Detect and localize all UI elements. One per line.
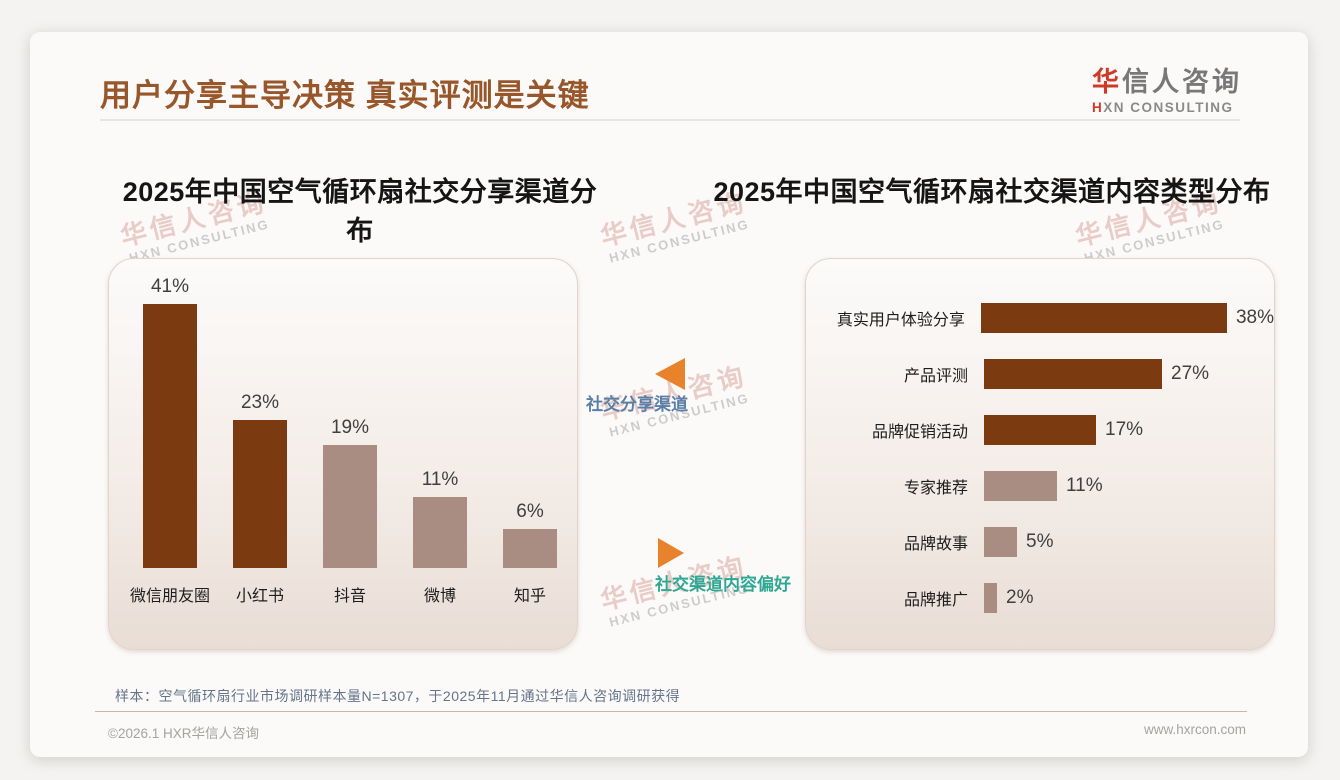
horizontal-bar-chart: 真实用户体验分享 38% 产品评测 27% 品牌促销活动 17% 专家推荐 11% 品牌故事 5%… [806,303,1274,639]
bar [503,529,557,568]
bar-row: 产品评测 27% [806,359,1274,389]
left-chart-title: 2025年中国空气循环扇社交分享渠道分布 [122,177,598,246]
bar-category-label: 知乎 [513,588,546,605]
bar-category-label: 抖音 [333,588,366,605]
bar-column: 23% 小红书 [215,259,305,611]
sample-note: 样本：空气循环扇行业市场调研样本量N=1307，于2025年11月通过华信人咨询… [115,688,681,704]
bar-value-label: 19% [330,417,370,438]
bar-category-label: 真实用户体验分享 [836,312,965,329]
bar-value-label: 17% [1105,419,1144,440]
bar-category-label: 品牌故事 [903,536,968,553]
bar [984,359,1162,389]
bar-category-label: 品牌推广 [903,592,968,609]
arrow-right-icon [658,538,684,568]
bar-value-label: 11% [1066,475,1103,496]
bar-column: 6% 知乎 [485,259,575,611]
footer-divider [95,711,1247,712]
bar-value-label: 23% [240,392,280,413]
bar [233,420,287,568]
bar-value-label: 27% [1171,363,1210,384]
bar-row: 真实用户体验分享 38% [806,303,1274,333]
content-preference-label: 社交渠道内容偏好 [655,575,791,594]
bar-row: 专家推荐 11% [806,471,1274,501]
bar-category-label: 微博 [423,588,456,605]
bar-category-label: 小红书 [235,588,284,605]
bar-column: 19% 抖音 [305,259,395,611]
bar-value-label: 11% [421,469,459,490]
bar-column: 41% 微信朋友圈 [125,259,215,611]
right-chart-panel: 真实用户体验分享 38% 产品评测 27% 品牌促销活动 17% 专家推荐 11% 品牌故事 5%… [805,258,1275,650]
bar [984,583,997,613]
bar [984,471,1057,501]
website-url: www.hxrcon.com [1143,722,1246,737]
page-title: 用户分享主导决策 真实评测是关键 [100,78,590,113]
bar-value-label: 41% [150,276,190,297]
bar-row: 品牌推广 2% [806,583,1274,613]
bar-value-label: 5% [1026,531,1054,552]
bar-row: 品牌促销活动 17% [806,415,1274,445]
bar [984,415,1096,445]
bar [980,303,1227,333]
logo-chinese-name: 华信人咨询 [1092,67,1242,97]
right-chart-title: 2025年中国空气循环扇社交渠道内容类型分布 [713,177,1271,207]
bar-category-label: 产品评测 [903,368,968,385]
bar-row: 品牌故事 5% [806,527,1274,557]
title-divider [100,119,1240,121]
logo-english-name: HXN CONSULTING [1092,100,1234,115]
company-logo: 华信人咨询 HXN CONSULTING [1092,60,1242,115]
share-channel-label: 社交分享渠道 [586,395,688,414]
copyright-text: ©2026.1 HXR华信人咨询 [108,726,259,741]
bar [413,497,467,568]
bar-category-label: 微信朋友圈 [129,588,210,605]
bar-category-label: 品牌促销活动 [871,424,968,441]
arrow-left-icon [655,358,685,390]
vertical-bar-chart: 41% 微信朋友圈 23% 小红书 19% 抖音 11% 微博 6% 知乎 [125,259,575,611]
bar-category-label: 专家推荐 [903,480,968,497]
bar [323,445,377,568]
left-chart-panel: 41% 微信朋友圈 23% 小红书 19% 抖音 11% 微博 6% 知乎 [108,258,578,650]
bar-value-label: 2% [1006,587,1034,608]
bar [143,304,197,568]
bar [984,527,1017,557]
bar-value-label: 38% [1235,307,1274,328]
bar-value-label: 6% [516,501,544,522]
slide-card: 华信人咨询 HXN CONSULTING 华信人咨询 HXN CONSULTING 华信… [30,32,1308,757]
bar-column: 11% 微博 [395,259,485,611]
watermark-english: HXN CONSULTING [607,216,751,266]
